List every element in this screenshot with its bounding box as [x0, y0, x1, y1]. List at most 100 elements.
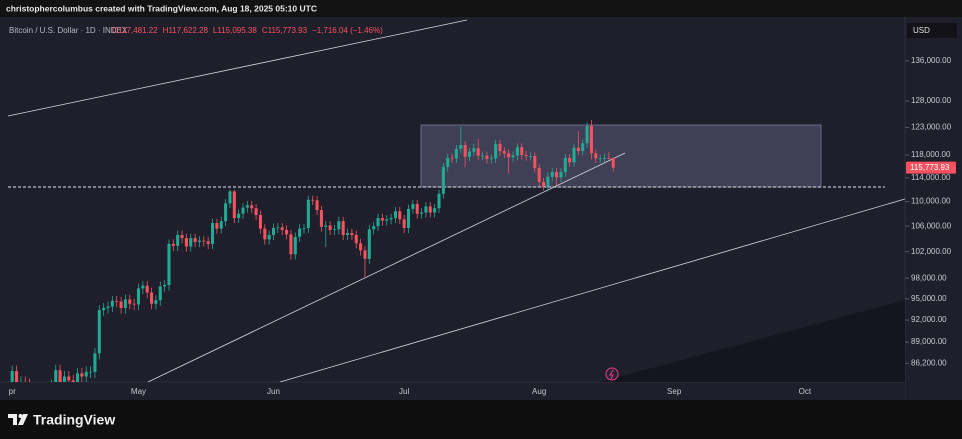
candle-body: [206, 241, 210, 244]
event-icon-glyph: [609, 369, 614, 380]
candle-body: [446, 157, 450, 167]
candle-body: [176, 234, 180, 246]
candle-body: [555, 172, 559, 178]
candle-body: [550, 172, 554, 177]
candle-body: [84, 371, 88, 377]
candle-body: [219, 221, 223, 229]
candle-body: [67, 376, 71, 381]
candle-body: [150, 292, 154, 304]
candle-body: [402, 219, 406, 229]
candle-body: [611, 157, 615, 168]
footer-bar: [0, 400, 962, 439]
candle-body: [572, 147, 576, 163]
candle-body: [145, 285, 149, 293]
candle-body: [450, 157, 454, 159]
candle-body: [197, 240, 201, 242]
currency-box[interactable]: [907, 23, 957, 38]
candle-body: [132, 303, 136, 305]
price-label-box: [906, 161, 956, 174]
candle-body: [463, 144, 467, 157]
candle-body: [337, 221, 341, 230]
candle-body: [245, 205, 249, 208]
candle-body: [167, 243, 171, 285]
candle-body: [136, 288, 141, 305]
candle-body: [372, 226, 376, 230]
y-tick-label: 86,200.00: [911, 358, 947, 367]
candle-body: [58, 370, 62, 382]
range-box: [420, 124, 822, 188]
candle-body: [93, 353, 97, 372]
candle-body: [254, 208, 258, 215]
candle-body: [237, 213, 241, 219]
candle-body: [163, 284, 167, 287]
y-tick-label: 110,000.00: [911, 197, 951, 206]
candle-body: [350, 233, 354, 235]
candle-body: [75, 373, 80, 382]
y-tick-label: 89,000.00: [911, 337, 947, 346]
candle-body: [97, 310, 101, 354]
candle-body: [123, 299, 127, 308]
trend-line: [279, 198, 905, 382]
price-axis: [905, 17, 962, 400]
candle-body: [559, 172, 563, 178]
trend-line: [147, 152, 626, 382]
candle-body: [154, 300, 158, 304]
candle-body: [289, 234, 293, 255]
candle-body: [202, 240, 206, 242]
candle-body: [520, 147, 524, 156]
x-tick-label: May: [131, 387, 146, 396]
candle-body: [541, 181, 546, 187]
candle-body: [71, 380, 75, 382]
candle-body: [298, 228, 302, 237]
candle-body: [589, 125, 593, 154]
candle-body: [507, 153, 511, 158]
ohlc-value: O117,481.22: [112, 26, 158, 35]
candle-body: [180, 234, 184, 239]
shaded-area: [600, 300, 905, 382]
candle-body: [250, 205, 254, 209]
event-icon[interactable]: [605, 367, 619, 381]
candle-body: [263, 228, 267, 240]
candle-body: [424, 206, 428, 213]
y-tick-label: 95,000.00: [911, 294, 947, 303]
price-label: 115,773.93: [910, 163, 950, 172]
y-tick-label: 98,000.00: [911, 273, 947, 282]
candle-body: [489, 158, 493, 160]
ohlc-value: −1,716.04 (−1.46%): [312, 26, 383, 35]
y-tick-label: 102,000.00: [911, 247, 952, 256]
candle-body: [411, 203, 415, 209]
candle-body: [433, 208, 437, 213]
x-tick-label: Sep: [667, 387, 682, 396]
time-axis: [0, 382, 905, 400]
candle-body: [341, 221, 345, 235]
candle-body: [485, 155, 489, 159]
symbol-title: Bitcoin / U.S. Dollar · 1D · INDEX: [9, 26, 128, 35]
y-tick-label: 123,000.00: [911, 123, 952, 132]
candle-body: [380, 218, 384, 221]
candle-body: [189, 238, 193, 247]
candle-body: [332, 229, 336, 231]
candle-body: [54, 370, 58, 382]
candle-body: [141, 285, 145, 289]
candle-body: [89, 371, 93, 373]
candle-body: [232, 191, 236, 219]
header-bar: [0, 0, 962, 17]
candle-body: [62, 376, 66, 382]
candle-body: [472, 148, 476, 152]
candle-body: [502, 151, 506, 154]
candle-body: [511, 155, 515, 158]
candle-body: [171, 243, 175, 246]
candle-body: [389, 218, 393, 220]
y-tick-label: 92,000.00: [911, 315, 947, 324]
candle-body: [363, 250, 367, 259]
candle-body: [415, 203, 419, 214]
candle-body: [498, 143, 502, 152]
candle-body: [393, 211, 397, 219]
y-tick-label: 128,000.00: [911, 96, 952, 105]
candle-body: [306, 199, 310, 229]
candle-body: [515, 147, 519, 156]
candle-body: [537, 168, 541, 182]
candle-body: [467, 151, 472, 157]
candle-body: [128, 299, 132, 304]
candle-body: [459, 144, 463, 149]
